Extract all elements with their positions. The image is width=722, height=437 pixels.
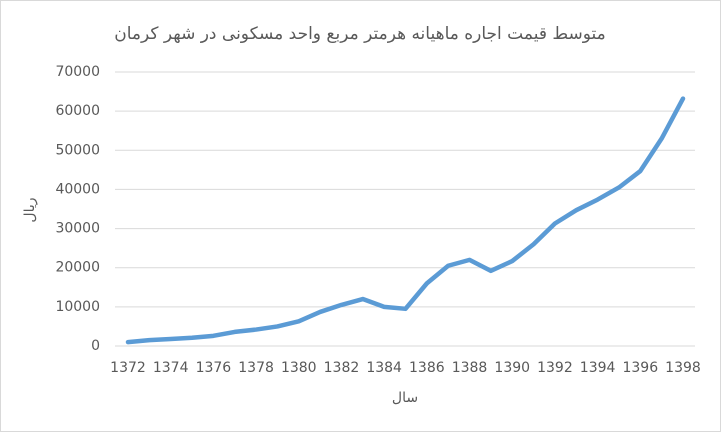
y-tick-label: 70000	[55, 64, 100, 80]
x-tick-label: 1372	[110, 360, 146, 376]
x-tick-label: 1380	[281, 360, 317, 376]
x-tick-label: 1374	[153, 360, 189, 376]
y-tick-label: 10000	[55, 299, 100, 315]
y-tick-label: 40000	[55, 181, 100, 197]
x-tick-label: 1378	[238, 360, 274, 376]
y-tick-label: 30000	[55, 221, 100, 237]
y-tick-label: 20000	[55, 260, 100, 276]
line-series	[125, 96, 686, 345]
x-tick-label: 1392	[537, 360, 573, 376]
y-tick-label: 50000	[55, 142, 100, 158]
y-tick-label: 0	[91, 338, 100, 354]
chart-title: متوسط قیمت اجاره ماهیانه هرمتر مربع واحد…	[114, 24, 606, 44]
x-axis-label: سال	[392, 390, 418, 406]
x-tick-label: 1394	[580, 360, 616, 376]
x-tick-label: 1388	[452, 360, 488, 376]
x-tick-label: 1396	[622, 360, 658, 376]
x-tick-label: 1376	[196, 360, 232, 376]
x-tick-label: 1390	[494, 360, 530, 376]
x-tick-label: 1382	[324, 360, 360, 376]
x-tick-label: 1398	[665, 360, 701, 376]
y-tick-label: 60000	[55, 103, 100, 119]
x-tick-label: 1384	[366, 360, 402, 376]
y-axis-label: ریال	[22, 197, 38, 222]
x-tick-label: 1386	[409, 360, 445, 376]
